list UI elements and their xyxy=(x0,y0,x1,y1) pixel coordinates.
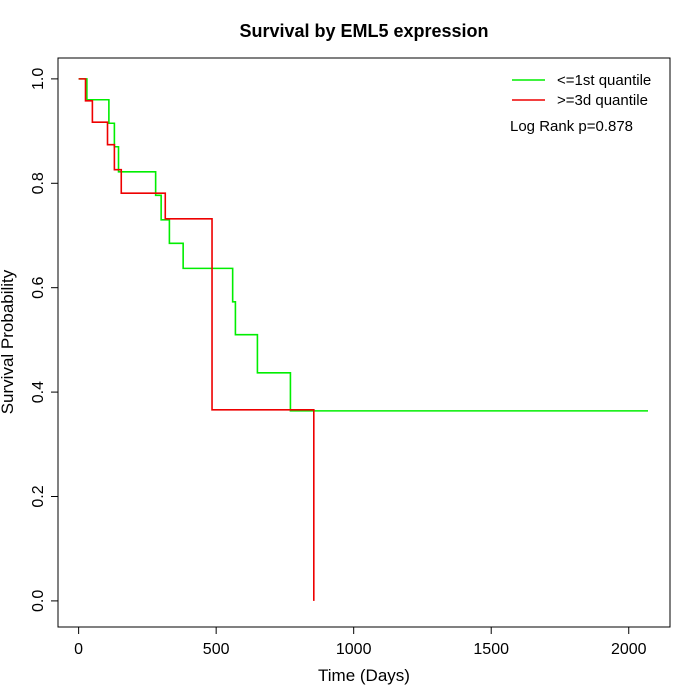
y-tick-label: 0.4 xyxy=(30,381,47,403)
y-tick-label: 0.2 xyxy=(30,485,47,507)
log-rank-annotation: Log Rank p=0.878 xyxy=(510,118,633,135)
plot-area: 0 500 1000 1500 2000 0.0 0.2 0.4 0.6 0.8 1.0 <=1st … xyxy=(30,57,671,658)
x-tick-label: 0 xyxy=(74,641,83,658)
x-axis-label: Time (Days) xyxy=(318,666,410,685)
chart-title: Survival by EML5 expression xyxy=(239,21,488,41)
y-tick-label: 0.0 xyxy=(30,590,47,612)
x-tick-label: 1500 xyxy=(473,641,509,658)
x-tick-label: 1000 xyxy=(336,641,372,658)
plot-frame xyxy=(57,57,671,628)
y-tick-label: 0.6 xyxy=(30,276,47,298)
series-line-low-quantile xyxy=(78,78,648,412)
legend-label: <=1st quantile xyxy=(557,72,651,89)
y-axis-label: Survival Probability xyxy=(0,269,17,414)
x-tick-label: 2000 xyxy=(611,641,647,658)
legend-label: >=3d quantile xyxy=(557,92,648,109)
y-tick-label: 1.0 xyxy=(30,68,47,90)
series-line-high-quantile xyxy=(78,78,315,601)
y-tick-label: 0.8 xyxy=(30,172,47,194)
x-tick-label: 500 xyxy=(203,641,230,658)
